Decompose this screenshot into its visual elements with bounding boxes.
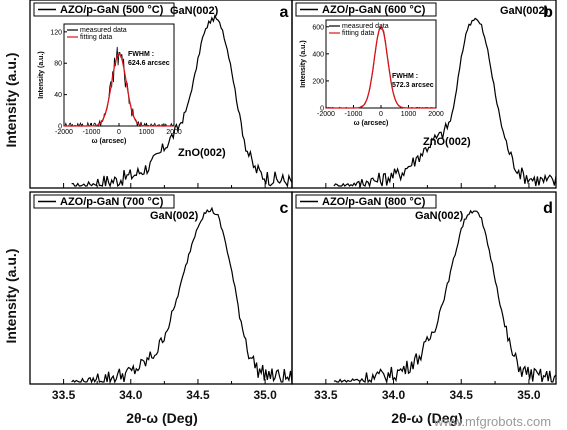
inset-x-tick-label: 2000 bbox=[428, 111, 444, 118]
x-tick-label: 33.5 bbox=[52, 388, 76, 402]
fwhm-label: FWHM : bbox=[392, 73, 418, 80]
fwhm-value: 624.6 arcsec bbox=[128, 60, 170, 67]
inset-plot: -2000 -1000 0 1000 2000 0 40 80 120 ω (arcsec) Int… bbox=[38, 23, 182, 145]
inset-legend-fitting: fitting data bbox=[80, 34, 112, 41]
x-tick-label: 34.0 bbox=[382, 388, 406, 402]
inset-y-axis-title: Intensity (a.u.) bbox=[38, 51, 45, 98]
x-tick-label: 34.0 bbox=[119, 388, 143, 402]
panel-frame bbox=[291, 191, 557, 385]
inset-y-tick-label: 200 bbox=[312, 78, 324, 85]
fwhm-label: FWHM : bbox=[128, 51, 154, 58]
panel-b: AZO/p-GaN (600 °C) GaN(002)b ZnO(002) -2000… bbox=[291, 0, 557, 189]
shoulder-label: ZnO(002) bbox=[178, 147, 226, 159]
x-tick-label: 35.0 bbox=[517, 388, 541, 402]
panel-a: AZO/p-GaN (500 °C) GaN(002) a ZnO(002) -2000… bbox=[29, 0, 293, 189]
y-axis-title-top: Intensity (a.u.) bbox=[3, 53, 19, 148]
inset-y-tick-label: 40 bbox=[54, 92, 62, 99]
x-axis-title-left: 2θ-ω (Deg) bbox=[126, 410, 198, 426]
inset-frame bbox=[63, 23, 175, 127]
inset-fitting-line bbox=[64, 53, 174, 127]
inset-x-tick-label: -1000 bbox=[345, 111, 363, 118]
inset-legend-measured: measured data bbox=[342, 23, 389, 30]
inset-legend-fitting: fitting data bbox=[342, 30, 374, 37]
panel-d: 33.5 34.0 34.5 35.0 AZO/p-GaN (800 °C) GaN(00… bbox=[291, 191, 557, 402]
series-line bbox=[71, 206, 293, 385]
inset-x-axis-title: ω (arcsec) bbox=[92, 138, 127, 145]
peak-label: GaN(002) bbox=[170, 5, 219, 17]
legend-box bbox=[295, 194, 437, 209]
peak-label: GaN(002) bbox=[500, 5, 549, 17]
legend-label: AZO/p-GaN (800 °C) bbox=[322, 196, 426, 208]
panel-letter: d bbox=[543, 200, 553, 217]
inset-x-tick-label: 2000 bbox=[166, 129, 182, 136]
inset-y-tick-label: 120 bbox=[50, 29, 62, 36]
series-line bbox=[333, 209, 557, 385]
peak-label: GaN(002) bbox=[150, 210, 199, 222]
inset-y-tick-label: 600 bbox=[312, 24, 324, 31]
y-axis-title-bottom: Intensity (a.u.) bbox=[3, 249, 19, 344]
inset-x-tick-label: -2000 bbox=[55, 129, 73, 136]
inset-x-tick-label: 0 bbox=[117, 129, 121, 136]
inset-fitting-line bbox=[326, 25, 436, 109]
panel-letter: b bbox=[543, 4, 553, 21]
x-axis-title-right: 2θ-ω (Deg) bbox=[391, 410, 463, 426]
fwhm-value: 572.3 arcsec bbox=[392, 82, 434, 89]
x-tick-label: 33.5 bbox=[314, 388, 338, 402]
inset-plot: -2000 -1000 0 1000 2000 0 200 400 600 ω (arcsec) I… bbox=[300, 19, 444, 127]
x-tick-label: 34.5 bbox=[186, 388, 210, 402]
legend-box bbox=[33, 2, 175, 17]
x-tick-label: 34.5 bbox=[450, 388, 474, 402]
inset-y-tick-label: 0 bbox=[58, 124, 62, 131]
inset-x-axis-title: ω (arcsec) bbox=[354, 120, 389, 127]
panel-letter: a bbox=[280, 4, 289, 21]
x-tick-label: 35.0 bbox=[253, 388, 277, 402]
legend-label: AZO/p-GaN (500 °C) bbox=[60, 4, 164, 16]
inset-frame bbox=[325, 19, 437, 109]
panel-frame bbox=[291, 0, 557, 189]
shoulder-label: ZnO(002) bbox=[423, 136, 471, 148]
inset-x-tick-label: 0 bbox=[379, 111, 383, 118]
legend-label: AZO/p-GaN (700 °C) bbox=[60, 196, 164, 208]
panel-c: 33.5 34.0 34.5 35.0 AZO/p-GaN (700 °C) GaN(00… bbox=[29, 191, 293, 402]
series-line bbox=[71, 13, 293, 188]
legend-box bbox=[33, 194, 175, 209]
inset-x-tick-label: -1000 bbox=[83, 129, 101, 136]
panel-letter: c bbox=[280, 200, 289, 217]
inset-legend-measured: measured data bbox=[80, 27, 127, 34]
inset-x-tick-label: 1000 bbox=[139, 129, 155, 136]
inset-y-tick-label: 400 bbox=[312, 51, 324, 58]
legend-box bbox=[295, 2, 437, 17]
watermark: www.mfgrobots.com bbox=[433, 414, 551, 429]
inset-y-tick-label: 0 bbox=[320, 106, 324, 113]
inset-y-tick-label: 80 bbox=[54, 61, 62, 68]
peak-label: GaN(002) bbox=[415, 210, 464, 222]
series-line bbox=[333, 17, 557, 189]
inset-y-axis-title: Intensity (a.u.) bbox=[300, 40, 307, 87]
inset-x-tick-label: -2000 bbox=[317, 111, 335, 118]
inset-x-tick-label: 1000 bbox=[401, 111, 417, 118]
legend-label: AZO/p-GaN (600 °C) bbox=[322, 4, 426, 16]
